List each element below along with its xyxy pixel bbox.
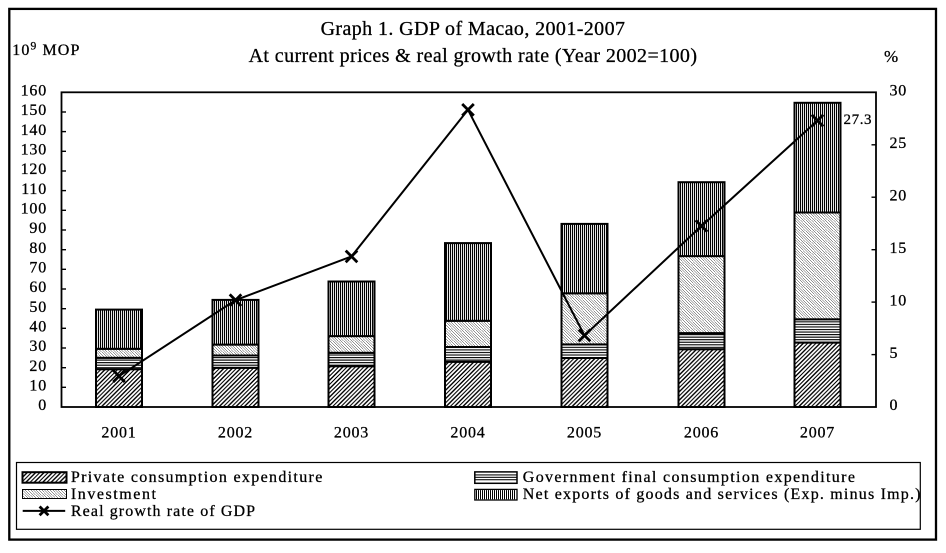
svg-text:10: 10	[890, 292, 908, 309]
svg-text:2004: 2004	[450, 424, 485, 441]
svg-text:2001: 2001	[101, 424, 136, 441]
svg-text:70: 70	[29, 260, 47, 277]
svg-text:40: 40	[29, 319, 47, 336]
svg-text:2005: 2005	[567, 424, 602, 441]
svg-text:60: 60	[29, 279, 47, 296]
svg-text:At current prices & real growt: At current prices & real growth rate (Ye…	[249, 45, 698, 67]
svg-text:Net exports of goods and servi: Net exports of goods and services (Exp. …	[523, 486, 922, 503]
svg-text:25: 25	[890, 135, 908, 152]
svg-text:5: 5	[890, 345, 899, 362]
svg-text:30: 30	[29, 338, 47, 355]
svg-text:%: %	[884, 47, 898, 66]
svg-text:160: 160	[21, 83, 47, 100]
svg-text:50: 50	[29, 299, 47, 316]
svg-text:30: 30	[890, 83, 908, 100]
svg-text:15: 15	[890, 240, 908, 257]
svg-text:Graph 1. GDP of Macao, 2001-20: Graph 1. GDP of Macao, 2001-2007	[321, 18, 626, 40]
svg-text:27.3: 27.3	[844, 112, 873, 128]
svg-text:80: 80	[29, 240, 47, 257]
svg-text:20: 20	[29, 358, 47, 375]
svg-text:20: 20	[890, 187, 908, 204]
svg-text:2006: 2006	[684, 424, 719, 441]
svg-text:130: 130	[21, 142, 47, 159]
svg-text:Real growth rate of GDP: Real growth rate of GDP	[71, 503, 256, 520]
svg-text:Private consumption expenditur: Private consumption expenditure	[71, 469, 324, 486]
svg-text:109 MOP: 109 MOP	[12, 41, 80, 60]
svg-text:0: 0	[38, 397, 47, 414]
svg-text:140: 140	[21, 122, 47, 139]
svg-text:120: 120	[21, 161, 47, 178]
svg-text:2007: 2007	[800, 424, 835, 441]
svg-text:110: 110	[21, 181, 47, 198]
svg-text:10: 10	[29, 378, 47, 395]
svg-text:0: 0	[890, 397, 899, 414]
svg-text:90: 90	[29, 220, 47, 237]
svg-text:2003: 2003	[334, 424, 369, 441]
svg-text:2002: 2002	[218, 424, 253, 441]
svg-text:100: 100	[21, 201, 47, 218]
svg-text:Government final consumption e: Government final consumption expenditure	[523, 469, 856, 486]
svg-text:150: 150	[21, 102, 47, 119]
svg-text:Investment: Investment	[71, 486, 158, 503]
